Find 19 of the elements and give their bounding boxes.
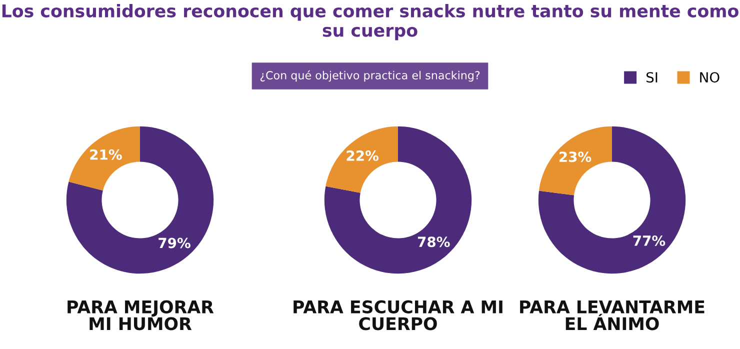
text: PARA LEVANTARME EL ÁNIMO: [520, 300, 704, 330]
donut-slice: [68, 126, 140, 190]
legend-label: NO: [700, 72, 720, 83]
donut-slice: [538, 126, 686, 274]
data-label: 22%: [346, 150, 379, 161]
chart-title: Los consumidores reconocen que comer snacks nutre tanto su mente como su cuerpo: [2, 4, 738, 40]
text: PARA MEJORAR MI HUMOR: [68, 300, 214, 330]
data-label: 21%: [90, 149, 122, 160]
data-label: 77%: [633, 235, 666, 246]
donut-slice: [326, 126, 398, 193]
data-label: 78%: [418, 236, 450, 248]
data-label: 23%: [559, 152, 592, 162]
donut-slice: [66, 126, 214, 274]
text: PARA ESCUCHAR A MI CUERPO: [294, 300, 502, 330]
donut-slice: [324, 126, 472, 274]
chart-subtitle: ¿Con qué objetivo practica el snacking?: [260, 70, 480, 82]
donut-slice: [538, 126, 612, 196]
data-label: 79%: [158, 238, 190, 248]
legend-label: SI: [646, 72, 658, 83]
